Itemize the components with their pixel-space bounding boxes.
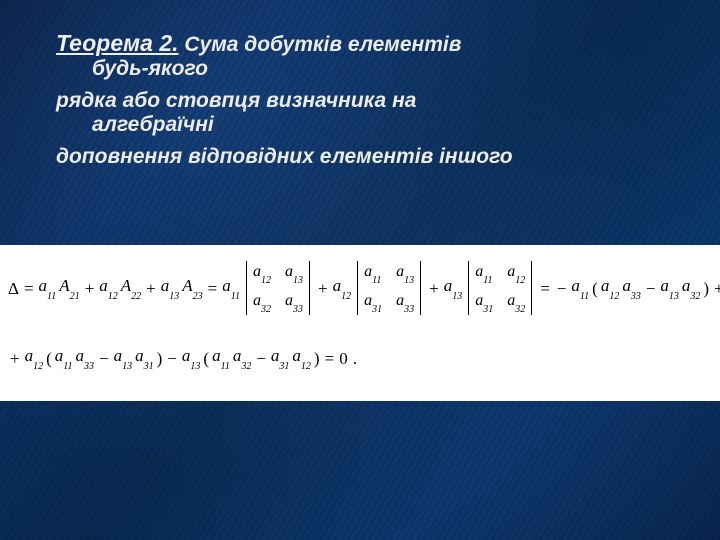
term-a12c: a12 <box>25 347 44 368</box>
plus-sign: + <box>712 280 720 297</box>
term-a12d: a12 <box>292 347 311 368</box>
minus-sign: − <box>644 280 658 297</box>
det-cell: a13 <box>396 264 414 283</box>
theorem-line-2: рядка або стовпця визначника на алгебраї… <box>56 89 688 137</box>
minus-sign: − <box>555 280 569 297</box>
delta-symbol: Δ <box>8 280 19 297</box>
rparen: ) <box>314 350 320 367</box>
term-a13d: a13 <box>182 347 201 368</box>
plus-sign: + <box>316 280 330 297</box>
det-cell: a32 <box>507 293 525 312</box>
determinant-1: a12 a13 a32 a33 <box>243 261 313 315</box>
minus-sign: − <box>165 350 179 367</box>
det-cell: a13 <box>285 264 303 283</box>
det-cell: a33 <box>285 293 303 312</box>
plus-sign: + <box>144 280 158 297</box>
plus-sign: + <box>83 280 97 297</box>
lparen: ( <box>203 350 209 367</box>
formula-row-2: + a12 ( a11 a33 − a13 a31 ) − a13 ( a11 … <box>8 347 720 368</box>
term-a12b: a12 <box>601 277 620 298</box>
coef-a11: a11 <box>222 277 240 298</box>
theorem-line1-lead: Сума добутків елементів <box>184 33 461 56</box>
term-a12: a12 <box>99 277 118 298</box>
term-A23: A23 <box>182 277 202 298</box>
coef-a13: a13 <box>444 277 463 298</box>
term-a11c: a11 <box>55 347 73 368</box>
plus-sign: + <box>427 280 441 297</box>
equals-sign: = <box>22 280 36 297</box>
det-cell: a33 <box>396 293 414 312</box>
theorem-title: Теорема 2. <box>56 30 179 56</box>
minus-sign: − <box>254 350 268 367</box>
equals-sign: = <box>323 350 337 367</box>
det-bar <box>420 261 421 315</box>
det-cell: a32 <box>253 293 271 312</box>
theorem-line-1: Теорема 2. Сума добутків елементів будь-… <box>56 30 688 81</box>
formula-row-1: Δ = a11 A21 + a12 A22 + a13 A23 = a11 a1… <box>8 261 720 315</box>
term-a32b: a32 <box>233 347 252 368</box>
term-a13c: a13 <box>114 347 133 368</box>
det-cell: a12 <box>253 264 271 283</box>
formula-band: Δ = a11 A21 + a12 A22 + a13 A23 = a11 a1… <box>0 245 720 401</box>
equals-sign: = <box>206 280 220 297</box>
theorem-line2b: алгебраїчні <box>56 113 688 137</box>
term-a31: a31 <box>135 347 154 368</box>
term-a33: a33 <box>622 277 641 298</box>
det-cell: a31 <box>475 293 493 312</box>
lparen: ( <box>46 350 52 367</box>
det-cell: a11 <box>475 264 493 283</box>
zero: 0 <box>339 350 348 367</box>
theorem-line2a: рядка або стовпця визначника на <box>56 89 416 112</box>
rparen: ) <box>157 350 163 367</box>
det-cell: a12 <box>507 264 525 283</box>
equals-sign: = <box>538 280 552 297</box>
theorem-line1-cont: будь-якого <box>56 57 688 81</box>
term-a33b: a33 <box>76 347 95 368</box>
det-bar <box>309 261 310 315</box>
determinant-3: a11 a12 a31 a32 <box>465 261 535 315</box>
det-cell: a31 <box>364 293 382 312</box>
lparen: ( <box>592 280 598 297</box>
term-a13: a13 <box>161 277 180 298</box>
theorem-line-3: доповнення відповідних елементів іншого <box>56 145 688 169</box>
term-A21: A21 <box>59 277 79 298</box>
det-bar <box>531 261 532 315</box>
rparen: ) <box>703 280 709 297</box>
period: . <box>351 350 357 367</box>
term-a11: a11 <box>39 277 57 298</box>
term-A22: A22 <box>121 277 141 298</box>
determinant-2: a11 a13 a31 a33 <box>354 261 424 315</box>
coef-a12: a12 <box>333 277 352 298</box>
term-a11b: a11 <box>571 277 589 298</box>
slide: Теорема 2. Сума добутків елементів будь-… <box>0 0 720 540</box>
term-a11d: a11 <box>212 347 230 368</box>
term-a31b: a31 <box>271 347 290 368</box>
minus-sign: − <box>97 350 111 367</box>
plus-sign: + <box>8 350 22 367</box>
term-a32: a32 <box>682 277 701 298</box>
term-a13b: a13 <box>660 277 679 298</box>
det-cell: a11 <box>364 264 382 283</box>
